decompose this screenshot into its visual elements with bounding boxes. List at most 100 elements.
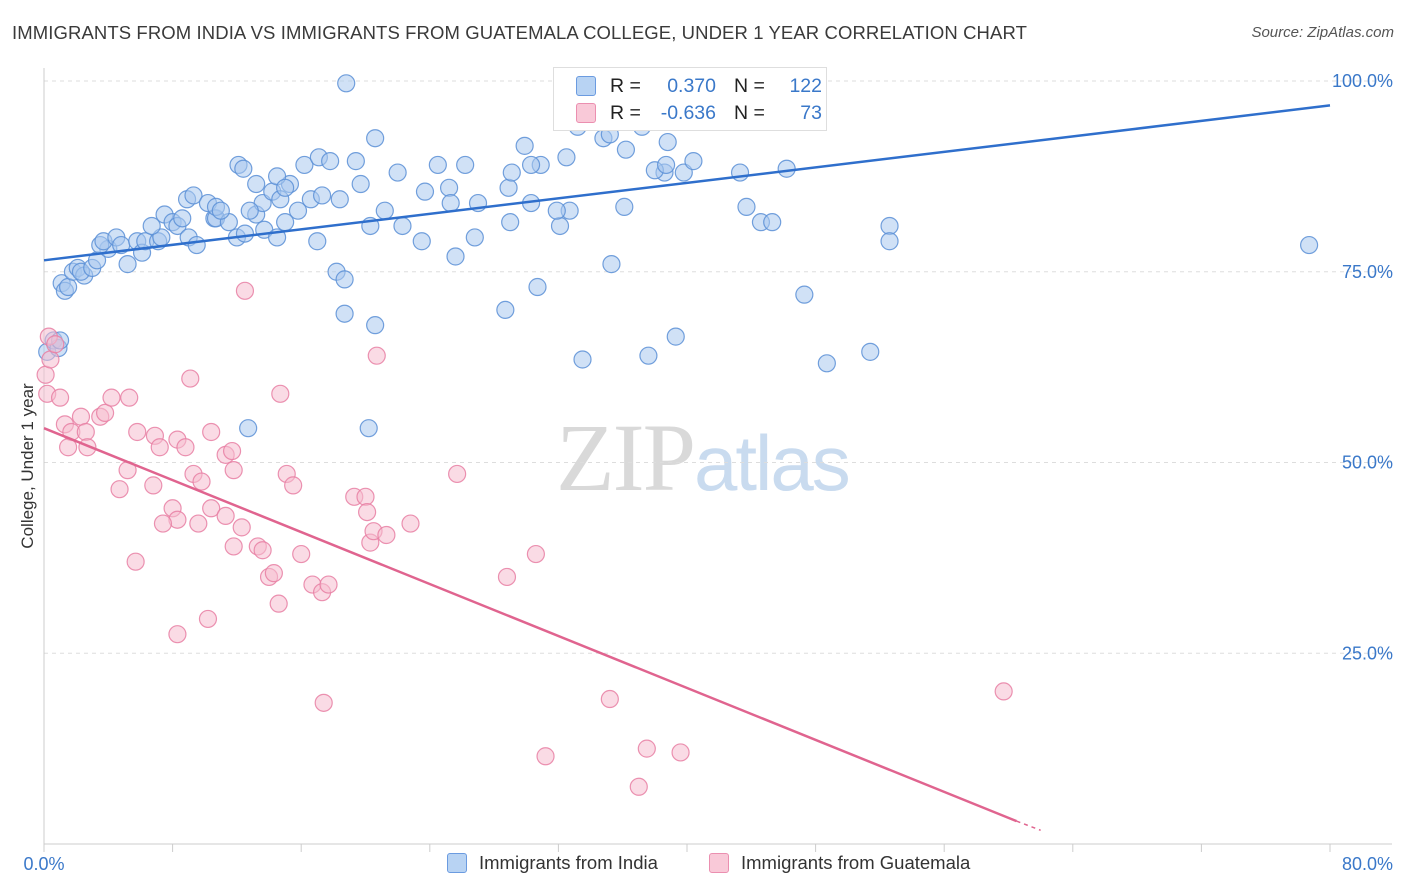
india-point [388,163,407,182]
legend-row-guatemala: R = -0.636 N = 73 [576,100,822,126]
legend-swatch-india [447,853,467,873]
guatemala-point [120,388,139,407]
india-point [639,346,658,365]
india-point [795,285,814,304]
india-point [173,209,192,228]
india-point [366,129,385,148]
india-point [515,136,534,155]
india-point [777,159,796,178]
guatemala-point [41,350,60,369]
y-tick-label: 100.0% [1332,71,1393,91]
guatemala-point [50,388,70,407]
india-point [616,140,636,159]
india-point [295,155,314,175]
india-point [351,174,370,194]
india-point [446,247,465,266]
india-point [276,178,295,197]
india-point [657,155,676,175]
legend-n-label: N = [734,74,765,97]
legend-item-guatemala: Immigrants from Guatemala [709,852,970,874]
india-point [550,216,570,236]
guatemala-point [600,689,619,709]
india-point [288,201,308,220]
correlation-legend: R = 0.370 N = 122 R = -0.636 N = 73 [553,67,827,131]
guatemala-point [284,476,303,495]
guatemala-point [222,441,242,461]
guatemala-point [671,743,690,762]
india-point [658,132,677,152]
y-tick-label: 25.0% [1342,643,1393,663]
legend-swatch-guatemala [576,103,596,123]
watermark-zip: ZIP [556,404,696,511]
legend-label-india: Immigrants from India [479,852,658,873]
india-point [234,159,253,178]
source-label: Source: ZipAtlas.com [1251,24,1394,41]
guatemala-point [629,777,648,796]
india-point [602,255,621,274]
guatemala-point [448,464,467,484]
guatemala-point [994,682,1013,701]
guatemala-point [192,472,211,491]
india-point [276,213,295,232]
legend-n-value: 73 [800,101,822,124]
india-point [521,155,541,175]
guatemala-point [232,518,251,537]
guatemala-trend-line [43,427,1018,823]
india-point [861,342,880,361]
india-point [547,201,566,220]
guatemala-point [224,537,243,556]
guatemala-point [358,502,377,522]
india-point [817,354,836,373]
guatemala-point [235,281,255,300]
india-point [502,163,521,182]
guatemala-point [198,609,218,629]
legend-item-india: Immigrants from India [447,852,658,874]
series-legend: Immigrants from India Immigrants from Gu… [0,852,1406,878]
india-point [308,232,327,251]
guatemala-point [168,625,187,644]
india-point [730,163,750,182]
y-tick-label: 50.0% [1342,453,1393,473]
legend-r-label: R = [610,101,641,124]
guatemala-point [102,388,121,407]
guatemala-point [110,480,129,499]
guatemala-point [224,461,243,480]
watermark: ZIPatlas [556,402,851,513]
guatemala-point [189,514,208,533]
guatemala-point [526,544,545,564]
legend-n-value: 122 [789,74,822,97]
india-point [393,216,412,236]
india-point [187,235,206,255]
guatemala-point [401,514,420,533]
guatemala-point [536,747,555,766]
india-point [684,152,703,171]
india-point [499,178,518,197]
india-point [375,201,394,220]
india-point [465,228,484,247]
x-tick-label: 0.0% [23,854,64,874]
india-point [335,304,354,323]
guatemala-point [269,594,288,613]
india-point [496,300,515,319]
india-point [737,197,756,216]
india-point [456,155,475,175]
india-point [235,224,255,243]
india-point [441,193,460,213]
india-point [240,201,259,220]
india-point [239,419,258,438]
india-point [211,201,230,220]
guatemala-point [176,438,195,457]
india-point [557,148,576,167]
india-point [312,186,332,205]
guatemala-point [637,739,656,758]
india-point [359,419,378,438]
guatemala-point [292,544,311,564]
guatemala-point [319,575,338,594]
legend-row-india: R = 0.370 N = 122 [576,73,822,99]
india-point [439,178,459,197]
india-point [666,327,685,346]
guatemala-point [367,346,386,365]
legend-label-guatemala: Immigrants from Guatemala [741,852,971,873]
guatemala-point [264,564,283,583]
